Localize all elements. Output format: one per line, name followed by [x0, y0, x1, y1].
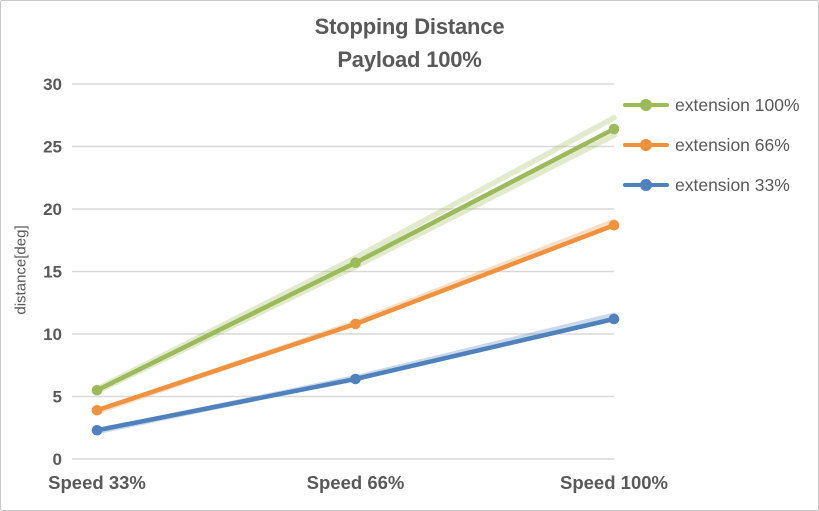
- legend-label: extension 33%: [675, 174, 790, 195]
- y-tick-label: 0: [53, 450, 62, 469]
- legend-label: extension 100%: [675, 94, 800, 115]
- x-category-label: Speed 66%: [307, 472, 405, 493]
- chart-title: Stopping Distance Payload 100%: [1, 10, 818, 76]
- legend-item: extension 66%: [623, 125, 800, 165]
- legend-swatch-icon: [623, 99, 669, 111]
- data-point-marker: [608, 219, 620, 231]
- legend-swatch-icon: [623, 139, 669, 151]
- data-point-marker: [608, 313, 620, 325]
- data-point-marker: [350, 373, 361, 385]
- data-point-marker: [608, 123, 620, 135]
- legend-item: extension 33%: [623, 165, 800, 205]
- legend-swatch-dot: [640, 179, 652, 191]
- legend-swatch-icon: [623, 179, 669, 191]
- chart-legend: extension 100% extension 66% extension 33%: [623, 85, 800, 205]
- y-tick-label: 20: [43, 200, 62, 219]
- x-category-label: Speed 33%: [48, 472, 146, 493]
- y-tick-label: 15: [43, 263, 62, 282]
- chart-title-line1: Stopping Distance: [314, 14, 505, 39]
- y-tick-label: 30: [43, 75, 62, 94]
- data-point-marker: [350, 257, 361, 269]
- y-tick-label: 5: [53, 388, 62, 407]
- x-category-label: Speed 100%: [560, 472, 668, 493]
- data-point-marker: [350, 318, 361, 330]
- legend-item: extension 100%: [623, 85, 800, 125]
- y-tick-label: 10: [43, 325, 62, 344]
- legend-swatch-dot: [640, 139, 652, 151]
- data-point-marker: [91, 384, 103, 396]
- legend-swatch-dot: [640, 99, 652, 111]
- y-tick-label: 25: [43, 138, 62, 157]
- chart-title-line2: Payload 100%: [337, 47, 482, 72]
- data-point-marker: [91, 404, 103, 416]
- data-point-marker: [91, 424, 103, 436]
- legend-label: extension 66%: [675, 134, 790, 155]
